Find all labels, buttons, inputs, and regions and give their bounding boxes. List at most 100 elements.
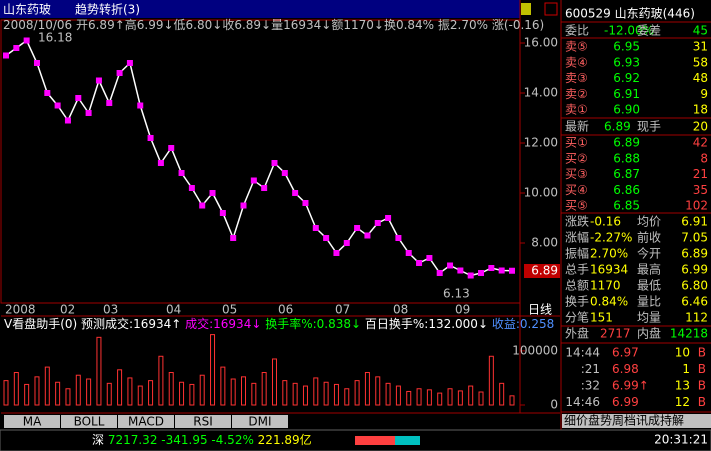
tick-side: B [698, 395, 706, 409]
bid-price: 6.88 [613, 151, 640, 165]
tick-time: :32 [581, 379, 600, 393]
bid-volume: 102 [685, 199, 708, 213]
volume-bar [137, 385, 143, 406]
order-ratio-label2: 委差 [637, 24, 661, 38]
y-tick-label: 10.00 [524, 186, 558, 200]
indicator-tab-label[interactable]: MA [23, 415, 42, 429]
inner-label: 内盘 [637, 326, 661, 341]
y-tick-label: 12.00 [524, 136, 558, 150]
volume-bar [447, 388, 453, 406]
price-marker [488, 265, 495, 271]
stat-value: -2.27% [590, 231, 632, 245]
panel-tabs[interactable]: 细价盘势周档讯成持解 [564, 413, 684, 428]
volume-bar [220, 366, 226, 406]
y-tick-label: 16.00 [524, 36, 558, 50]
indicator-tab[interactable] [232, 415, 288, 428]
price-marker [426, 255, 433, 261]
indicator-tab-label[interactable]: BOLL [74, 415, 105, 429]
icon[interactable] [521, 3, 531, 15]
ask-price: 6.92 [613, 71, 640, 85]
indicator-tab[interactable] [61, 415, 117, 428]
bid-label: 买② [565, 151, 588, 165]
info-line-part: 量16934↓ [271, 18, 331, 32]
price-marker [157, 160, 164, 166]
ask-label: 卖④ [565, 55, 588, 69]
y-tick-label: 14.00 [524, 86, 558, 100]
x-tick-label: 2008 [5, 303, 36, 317]
indicator-tab[interactable] [4, 415, 60, 428]
volume-bar [86, 378, 92, 406]
volume-bar [313, 377, 319, 406]
stat-value2: 6.80 [681, 279, 708, 293]
x-tick-label: 07 [335, 303, 350, 317]
ask-volume: 18 [693, 103, 708, 117]
tick-volume: 1 [682, 362, 690, 376]
price-marker [333, 250, 340, 256]
indicator-tab[interactable] [118, 415, 174, 428]
market-index: 深 7217.32 -341.95 -4.52% 221.89亿 [92, 432, 312, 447]
volume-bar [261, 372, 267, 406]
volume-bar [117, 369, 123, 406]
price-marker [44, 90, 51, 96]
price-marker [199, 202, 206, 209]
ask-label: 卖③ [565, 71, 588, 85]
stat-value2: 6.89 [681, 247, 708, 261]
bid-label: 买③ [565, 167, 588, 181]
outer-label: 外盘 [565, 326, 589, 341]
stat-value: 1170 [590, 279, 621, 293]
indicator-tab-label[interactable]: MACD [128, 415, 164, 429]
price-marker [457, 267, 464, 274]
bid-price: 6.86 [613, 183, 640, 197]
close-button[interactable] [544, 2, 558, 16]
tick-price: 6.99 [612, 395, 639, 409]
price-marker [64, 117, 71, 124]
bid-volume: 35 [693, 183, 708, 197]
price-marker [447, 262, 454, 269]
price-marker [106, 100, 113, 106]
outer-value: 2717 [600, 327, 631, 341]
volume-bar [395, 385, 401, 406]
volume-bar [13, 372, 19, 406]
tick-side: B [698, 362, 706, 376]
inner-value: 14218 [670, 327, 708, 341]
x-tick-label: 09 [455, 303, 470, 317]
x-tick-label: 03 [103, 303, 118, 317]
volume-bar [385, 382, 391, 406]
volume-bar [271, 358, 277, 406]
indicator-tab-label[interactable]: DMI [248, 415, 271, 429]
stat-label: 换手 [565, 295, 589, 309]
volume-bar [251, 382, 257, 406]
tick-price: 6.98 [612, 362, 639, 376]
price-marker [54, 102, 61, 109]
volume-bar [75, 374, 81, 406]
y-tick-label: 8.00 [531, 236, 558, 250]
volume-header-part: 换手率%:0.838↓ [265, 316, 365, 331]
price-marker [3, 52, 9, 59]
tick-volume: 10 [675, 346, 690, 360]
price-marker [147, 135, 154, 141]
volume-bar [406, 390, 412, 406]
ask-price: 6.93 [613, 55, 640, 69]
stat-value: 151 [590, 311, 613, 325]
volume-bar [241, 376, 247, 406]
price-marker [343, 240, 350, 246]
info-line-part: 振2.70% [438, 18, 492, 32]
stock-name: 山东药玻 [3, 3, 51, 17]
tick-time: 14:44 [565, 346, 600, 360]
volume-bar [282, 380, 288, 406]
price-marker [219, 210, 226, 216]
volume-bar [333, 383, 339, 406]
status-gauge-part [395, 436, 420, 445]
quote-header: 600529 山东药玻(446) [565, 7, 695, 21]
price-marker [312, 225, 319, 231]
price-marker [416, 260, 423, 266]
indicator-tab-label[interactable]: RSI [193, 415, 213, 429]
indicator-tab[interactable] [175, 415, 231, 428]
volume-bar [24, 383, 30, 406]
volume-bar [344, 388, 350, 406]
info-line-part: 收6.89↓ [222, 18, 271, 32]
volume-bar [364, 372, 370, 406]
price-marker [137, 102, 144, 109]
bid-price: 6.87 [613, 167, 640, 181]
status-gauge [355, 436, 420, 445]
